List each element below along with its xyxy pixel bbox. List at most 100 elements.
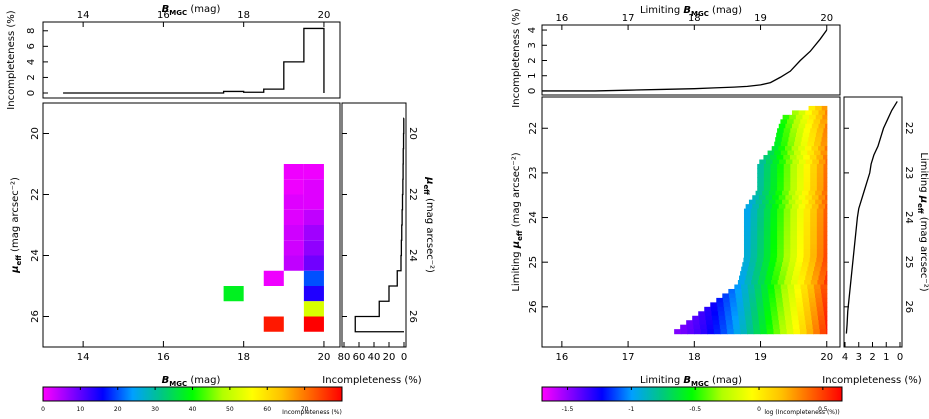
heatmap-cell [783,128,791,134]
heatmap-cell [791,204,800,210]
heatmap-cell [758,315,766,321]
heatmap-cell [785,159,794,165]
heatmap-cell [767,266,775,272]
heatmap-cell [770,222,778,228]
heatmap-cell [750,248,758,254]
heatmap-cell [754,284,762,290]
heatmap-cell [816,244,825,250]
heatmap-cell [783,306,791,312]
x-tick-label: 18 [237,352,250,363]
heatmap-cell [810,244,818,250]
heatmap-cell [796,213,805,219]
heatmap-cell [805,320,813,326]
heatmap-cell [786,324,794,330]
heatmap-cell [763,222,772,228]
heatmap-cell [795,293,803,299]
heatmap-cell [818,110,826,116]
heatmap-cell [750,226,758,232]
heatmap-cell [803,155,811,161]
heatmap-cell [751,280,759,286]
heatmap-cell [782,199,790,205]
heatmap-cell [787,284,795,290]
heatmap-cell [816,177,825,183]
heatmap-cell [802,132,810,138]
heatmap-cell [763,168,772,174]
heatmap-cell [776,132,784,138]
x-tick-label: 60 [353,352,366,363]
right-colorbar [541,386,843,402]
heatmap-cell [823,248,828,254]
heatmap-cell [694,329,702,335]
heatmap-cell [809,257,817,263]
heatmap-cell [757,311,766,317]
heatmap-cell [775,262,783,268]
heatmap-cell [783,235,791,241]
heatmap-cell [757,181,765,187]
heatmap-cell [783,257,791,263]
heatmap-cell [303,240,324,256]
heatmap-cell [774,284,782,290]
heatmap-cell [814,288,822,295]
heatmap-cell [723,302,731,308]
heatmap-cell [796,155,804,161]
colorbar-tick-label: 70 [301,406,309,413]
heatmap-cell [778,123,786,129]
heatmap-cell [826,271,828,277]
heatmap-cell [770,172,778,178]
y-tick-label: 3 [527,42,538,48]
heatmap-cell [808,199,816,205]
heatmap-cell [777,172,785,178]
heatmap-cell [763,248,772,254]
heatmap-cell [790,222,798,228]
heatmap-cell [720,329,728,335]
heatmap-cell [796,172,805,178]
heatmap-cell [777,217,785,223]
x-tick-label: 0 [897,352,903,363]
left-top-hist-line [63,27,325,94]
heatmap-cell [785,195,793,201]
heatmap-cell [770,253,778,259]
left-right-hist-line [354,117,405,333]
heatmap-cell [790,239,798,245]
heatmap-cell [757,239,765,245]
heatmap-cell [777,306,785,312]
right-y-tick-label: 24 [407,249,418,262]
heatmap-cell [763,235,772,241]
heatmap-cell [735,293,743,299]
heatmap-cell [793,284,802,290]
heatmap-cell [790,280,799,286]
heatmap-cell [303,286,324,302]
heatmap-cell [773,329,781,335]
heatmap-cell [803,230,811,236]
heatmap-cell [758,204,767,210]
heatmap-cell [813,329,821,335]
heatmap-cell [823,253,828,259]
heatmap-cell [783,248,791,254]
heatmap-cell [748,288,756,295]
heatmap-cell [796,235,805,241]
heatmap-cell [790,248,798,254]
heatmap-cell [757,213,765,219]
heatmap-cell [763,257,771,263]
heatmap-cell [798,204,806,210]
heatmap-cell [774,288,782,295]
heatmap-cell [812,320,820,326]
heatmap-cell [783,208,791,214]
heatmap-cell [740,329,748,335]
heatmap-cell [705,315,713,321]
heatmap-cell [768,262,777,268]
heatmap-cell [779,159,787,165]
heatmap-cell [737,306,745,312]
x-tick-label: 4 [842,352,848,363]
heatmap-cell [762,297,770,303]
heatmap-cell [745,275,753,281]
heatmap-cell [750,306,758,312]
heatmap-cell [766,324,774,330]
heatmap-cell [765,195,773,201]
heatmap-cell [783,239,791,245]
heatmap-cell [810,128,818,134]
y-tick-label: 22 [30,188,41,201]
heatmap-cell [825,320,828,326]
heatmap-cell [718,311,726,317]
